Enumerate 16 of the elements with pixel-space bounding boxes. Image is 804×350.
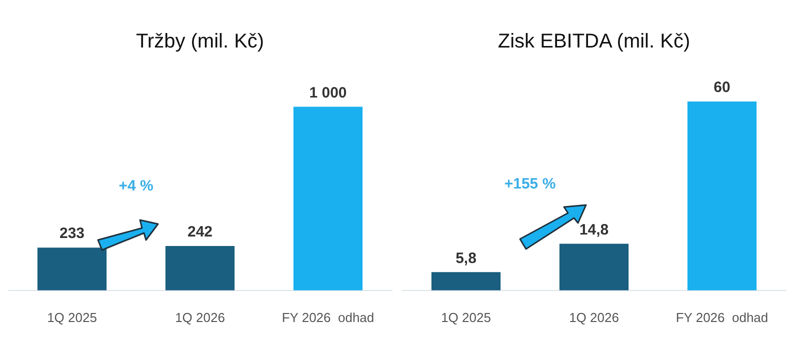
annotation: +4 % xyxy=(118,178,154,195)
x-tick-label: 1Q 2026 xyxy=(569,310,619,325)
data-label: 242 xyxy=(187,224,213,241)
data-label: 5,8 xyxy=(456,250,476,267)
x-tick-label: 1Q 2025 xyxy=(441,310,491,325)
data-label: 60 xyxy=(714,79,730,96)
chart-title: Zisk EBITDA (mil. Kč) xyxy=(498,30,690,53)
x-tick-label: 1Q 2025 xyxy=(47,310,97,325)
data-label: 233 xyxy=(59,225,85,242)
x-tick-label: FY 2026 odhad xyxy=(282,310,374,325)
x-tick-label: FY 2026 odhad xyxy=(676,310,768,325)
annotation: +155 % xyxy=(504,175,556,192)
chart-title: Tržby (mil. Kč) xyxy=(136,30,264,53)
x-tick-label: 1Q 2026 xyxy=(175,310,225,325)
data-label: 1 000 xyxy=(309,84,347,102)
data-label: 14,8 xyxy=(579,221,609,238)
